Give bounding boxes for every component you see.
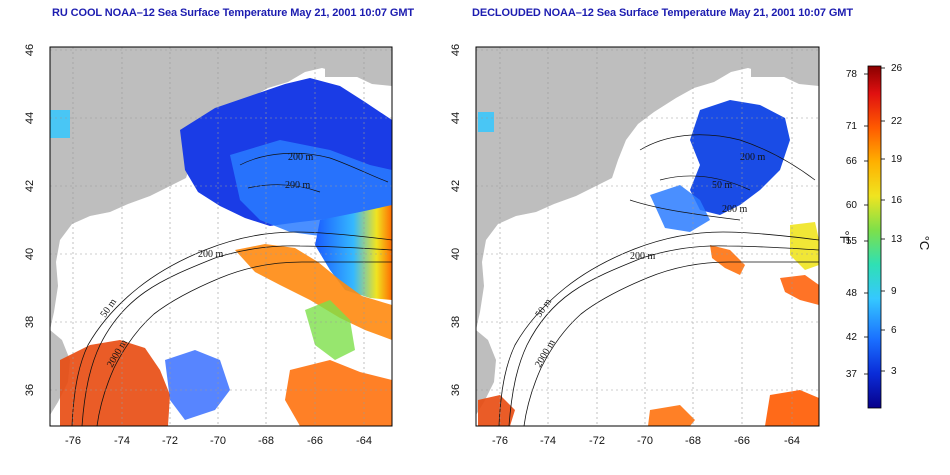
colorbar-fahrenheit-tick: 66	[846, 156, 858, 167]
colorbar-celsius-tick: 22	[891, 116, 903, 127]
colorbar-celsius-tick: 6	[891, 325, 897, 336]
right-map-sst-cold-water	[690, 100, 790, 215]
left-map-lat-tick: 40	[24, 248, 36, 260]
colorbar-celsius-tick: 9	[891, 286, 897, 297]
left-map-nova-scotia	[325, 47, 392, 77]
left-map-lon-tick: -76	[65, 435, 81, 447]
left-map-contour-label: 200 m	[288, 152, 314, 163]
left-map-lat-tick: 42	[24, 180, 36, 192]
colorbar-fahrenheit-tick: 60	[846, 200, 858, 211]
right-map-frame	[475, 46, 820, 427]
left-map-lat-axis: 36 38 40 42 44 46	[24, 44, 36, 396]
left-map-isobath-2000m	[96, 261, 392, 426]
left-map-sst-ne-coast	[50, 110, 70, 138]
right-map-sst-cold-water-2	[650, 185, 710, 232]
colorbar-fahrenheit-unit: °F	[837, 230, 852, 243]
left-map-lon-tick: -72	[162, 435, 178, 447]
left-map-sst-south-mixed	[165, 350, 230, 420]
colorbar-fahrenheit-tick: 48	[846, 288, 858, 299]
right-map-graticule	[476, 47, 819, 426]
right-panel-title: DECLOUDED NOAA–12 Sea Surface Temperatur…	[472, 7, 853, 19]
left-map-sst-south-warm	[60, 340, 170, 426]
colorbar-fahrenheit-tick: 55	[846, 236, 858, 247]
right-map-lon-tick: -72	[589, 435, 605, 447]
right-map-lon-axis: -76 -74 -72 -70 -68 -66 -64	[492, 435, 800, 447]
left-map-lon-tick: -74	[114, 435, 130, 447]
left-map-frame	[49, 46, 393, 427]
right-map-contour-label: 200 m	[630, 251, 656, 262]
right-map-lon-tick: -64	[784, 435, 800, 447]
left-map-sst-se-warm	[285, 360, 392, 426]
left-map-contour-label: 200 m	[198, 249, 224, 260]
left-map-lon-tick: -70	[210, 435, 226, 447]
right-map-lat-tick: 38	[450, 316, 462, 328]
left-map-sst-slope-front	[235, 244, 392, 340]
colorbar-ticks-right	[881, 67, 885, 372]
colorbar-celsius-tick: 26	[891, 63, 903, 74]
left-map: 200 m 200 m 200 m 50 m 2000 m	[50, 47, 392, 426]
left-panel-title: RU COOL NOAA–12 Sea Surface Temperature …	[52, 7, 415, 19]
right-map-lat-tick: 44	[450, 112, 462, 124]
right-map-lat-tick: 40	[450, 248, 462, 260]
right-map-lat-tick: 42	[450, 180, 462, 192]
left-map-lon-axis: -76 -74 -72 -70 -68 -66 -64	[65, 435, 372, 447]
right-map-sst-east-red	[780, 275, 819, 305]
left-map-lat-tick: 36	[24, 384, 36, 396]
right-map-sst-south-red	[478, 395, 515, 426]
colorbar-celsius-tick: 16	[891, 195, 903, 206]
right-map-sst-ne-coast	[478, 112, 494, 132]
right-map-contour-label: 200 m	[722, 204, 748, 215]
left-map-sst-warm-east	[315, 205, 392, 300]
colorbar-fahrenheit-tick: 42	[846, 332, 858, 343]
right-map-sst-east-yellow	[790, 222, 819, 270]
colorbar-celsius-tick: 3	[891, 366, 897, 377]
right-map-lat-axis: 36 38 40 42 44 46	[450, 44, 462, 396]
right-map-land-south	[476, 330, 496, 415]
right-map-isobath-2000m	[523, 261, 819, 426]
right-map-sst-center-red	[648, 405, 695, 426]
right-map: 200 m 50 m 200 m 200 m 50 m 2000 m	[476, 47, 819, 426]
left-map-isobath-gulf-maine	[239, 152, 389, 193]
left-map-lat-tick: 46	[24, 44, 36, 56]
left-map-lon-tick: -68	[258, 435, 274, 447]
left-map-graticule	[50, 47, 392, 426]
right-map-lon-tick: -74	[540, 435, 556, 447]
colorbar-celsius-tick: 13	[891, 234, 903, 245]
left-map-lat-tick: 38	[24, 316, 36, 328]
right-map-contour-label: 50 m	[712, 180, 733, 191]
left-map-isobath-50m	[71, 231, 392, 426]
right-map-lon-tick: -76	[492, 435, 508, 447]
left-map-sst-gulfstream-green	[305, 300, 355, 360]
right-map-sst-slope-warm	[710, 245, 745, 275]
right-map-isobath-200m	[508, 245, 819, 426]
left-map-lat-tick: 44	[24, 112, 36, 124]
left-map-isobath-200m	[81, 245, 392, 426]
right-map-lon-tick: -68	[685, 435, 701, 447]
colorbar-celsius-unit: °C	[917, 236, 932, 251]
colorbar-ticks-left	[864, 73, 868, 375]
right-map-lat-tick: 36	[450, 384, 462, 396]
right-map-contour-label: 200 m	[740, 152, 766, 163]
colorbar-fahrenheit-tick: 71	[846, 121, 858, 132]
right-map-lon-tick: -66	[734, 435, 750, 447]
colorbar-fahrenheit-tick: 78	[846, 69, 858, 80]
right-map-lon-tick: -70	[637, 435, 653, 447]
colorbar-fahrenheit-tick: 37	[846, 369, 858, 380]
left-map-lon-tick: -64	[356, 435, 372, 447]
colorbar-gradient	[867, 65, 882, 409]
left-map-lon-tick: -66	[307, 435, 323, 447]
right-map-isobath-50m	[498, 231, 819, 426]
left-map-contour-label: 200 m	[285, 180, 311, 191]
colorbar-celsius-tick: 19	[891, 154, 903, 165]
right-map-lat-tick: 46	[450, 44, 462, 56]
right-map-nova-scotia	[751, 47, 819, 77]
colorbar: 78 71 66 60 55 48 42 37 26 22 19 16 13 9…	[837, 63, 932, 409]
